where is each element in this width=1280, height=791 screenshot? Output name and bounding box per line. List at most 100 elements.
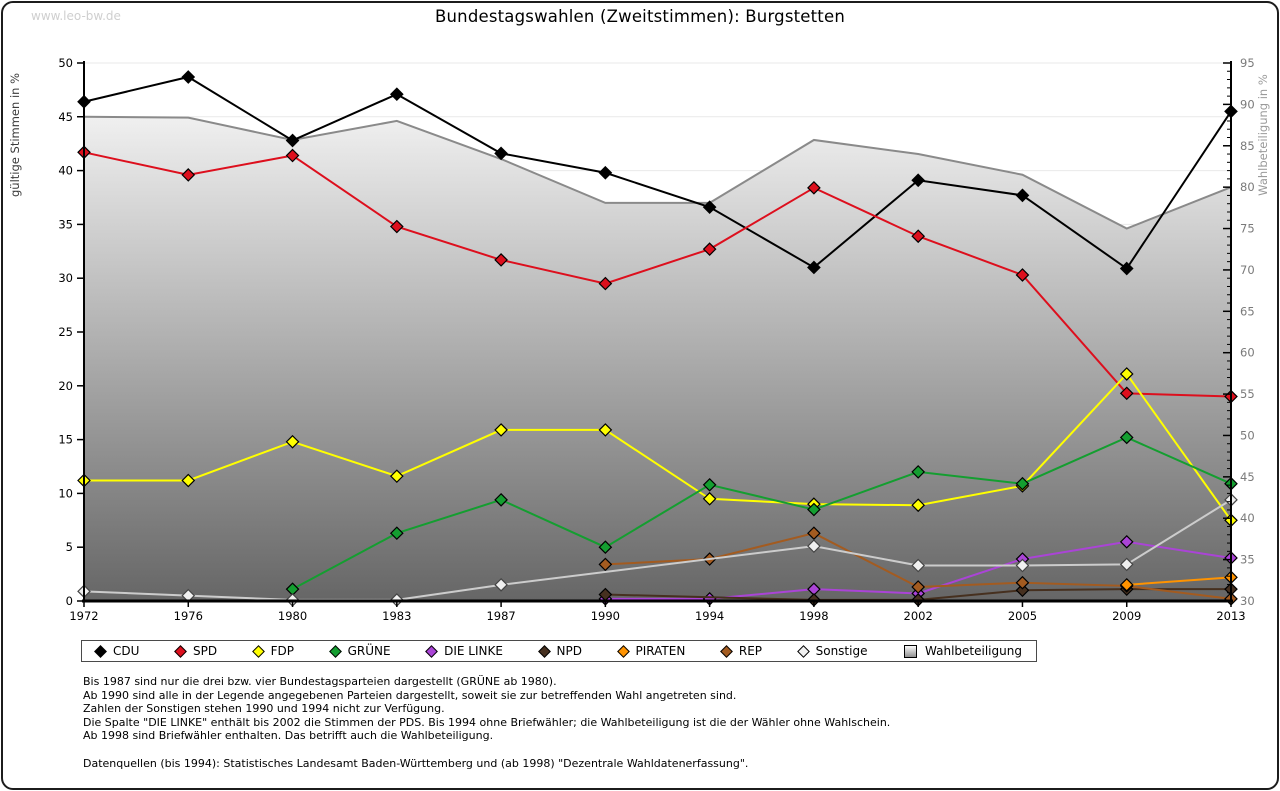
data-point xyxy=(1119,430,1134,445)
data-point xyxy=(389,526,404,541)
data-point xyxy=(389,469,404,484)
data-point xyxy=(494,578,508,592)
footnote-line: Ab 1998 sind Briefwähler enthalten. Das … xyxy=(83,729,494,742)
data-point xyxy=(285,148,300,163)
data-point xyxy=(494,493,508,507)
tick-label-left: 40 xyxy=(58,164,73,178)
tick-label-right: 65 xyxy=(1240,304,1255,318)
data-point xyxy=(702,200,717,215)
x-axis-year-label: 1990 xyxy=(591,609,620,623)
data-point xyxy=(911,498,926,513)
tick-label-right: 85 xyxy=(1240,139,1255,153)
page-title: Bundestagswahlen (Zweitstimmen): Burgste… xyxy=(434,7,845,26)
data-point xyxy=(1119,261,1134,276)
legend-label: GRÜNE xyxy=(347,644,391,658)
data-point xyxy=(1015,188,1030,203)
series-line-wahlbeteiligung xyxy=(83,115,1232,230)
legend-label: PIRATEN xyxy=(635,644,686,658)
tick-label-left: 5 xyxy=(66,540,73,554)
data-point xyxy=(181,70,196,84)
data-point xyxy=(807,526,821,541)
data-point xyxy=(598,557,613,572)
tick-label-right: 30 xyxy=(1240,594,1255,608)
left-axis-title: gültige Stimmen in % xyxy=(8,73,22,197)
tick-label-left: 15 xyxy=(58,433,73,447)
series-line-npd xyxy=(605,588,1231,601)
legend-item-npd: NPD xyxy=(537,644,582,658)
legend-gradient-swatch xyxy=(904,644,918,658)
data-point xyxy=(285,434,300,449)
data-point xyxy=(598,423,613,437)
legend-diamond-icon xyxy=(94,644,107,658)
data-point xyxy=(494,423,508,437)
tick-label-right: 95 xyxy=(1240,56,1255,70)
data-point xyxy=(702,477,717,492)
tick-label-right: 90 xyxy=(1240,97,1255,111)
legend-diamond-icon xyxy=(720,644,733,658)
tick-label-right: 50 xyxy=(1240,428,1255,442)
legend-label: REP xyxy=(738,644,763,658)
x-axis-year-label: 1994 xyxy=(695,609,724,623)
legend-item-sonstige: Sonstige xyxy=(796,644,868,658)
legend-item-grüne: GRÜNE xyxy=(328,644,391,658)
data-point xyxy=(1119,534,1134,549)
footnote-line: Die Spalte "DIE LINKE" enthält bis 2002 … xyxy=(83,715,891,729)
x-axis-year-label: 1972 xyxy=(69,609,98,623)
data-point xyxy=(807,502,821,517)
x-axis-year-label: 2009 xyxy=(1112,609,1141,623)
tick-label-right: 35 xyxy=(1240,553,1255,567)
footnote-line: Bis 1987 sind nur die drei bzw. vier Bun… xyxy=(83,675,557,688)
x-axis-year-label: 2002 xyxy=(904,609,933,623)
chart-area: 0 5 10 15 20 25 30 35 40 45 50 30 35 40 45 50 55 60 65 70 75… xyxy=(3,3,1277,635)
tick-label-right: 75 xyxy=(1240,222,1255,236)
legend-diamond-icon xyxy=(251,644,265,658)
data-point xyxy=(1015,558,1030,573)
tick-label-left: 50 xyxy=(58,56,73,70)
data-point xyxy=(1119,578,1134,592)
tick-label-right: 70 xyxy=(1240,263,1255,277)
footnote-line: Zahlen der Sonstigen stehen 1990 und 199… xyxy=(83,702,445,715)
legend-item-rep: REP xyxy=(720,644,763,658)
footnotes: Bis 1987 sind nur die drei bzw. vier Bun… xyxy=(83,675,890,770)
x-axis-year-label: 2013 xyxy=(1216,609,1245,623)
legend-label: NPD xyxy=(556,644,582,658)
tick-label-left: 25 xyxy=(58,325,73,339)
x-axis-year-label: 1983 xyxy=(382,609,411,623)
data-point xyxy=(598,276,613,291)
data-point xyxy=(702,491,717,506)
data-point xyxy=(807,260,821,275)
data-point xyxy=(181,473,196,488)
data-point xyxy=(911,580,926,594)
legend-item-piraten: PIRATEN xyxy=(616,644,686,658)
series-line-sonstige xyxy=(83,499,1232,601)
legend-label: FDP xyxy=(270,644,295,658)
legend-label: CDU xyxy=(113,644,140,658)
legend-item-cdu: CDU xyxy=(94,644,140,658)
data-point xyxy=(1119,386,1134,401)
legend-label: Sonstige xyxy=(815,644,868,658)
legend-diamond-icon xyxy=(796,644,810,658)
data-source-line: Datenquellen (bis 1994): Statistisches L… xyxy=(83,756,749,770)
x-axis-year-label: 1987 xyxy=(486,609,515,623)
data-point xyxy=(389,87,404,102)
tick-label-right: 40 xyxy=(1240,511,1255,525)
tick-label-left: 10 xyxy=(58,486,73,500)
x-axis-year-label: 1980 xyxy=(278,609,307,623)
legend-label: DIE LINKE xyxy=(444,644,503,658)
legend-item-wahlbeteiligung: Wahlbeteiligung xyxy=(904,644,1022,658)
series-line-grüne xyxy=(292,436,1232,591)
data-point xyxy=(598,165,613,180)
data-point xyxy=(911,558,926,573)
legend-diamond-icon xyxy=(616,644,630,658)
tick-label-right: 80 xyxy=(1240,180,1255,194)
legend-diamond-icon xyxy=(425,644,438,658)
tick-label-right: 60 xyxy=(1240,346,1255,360)
data-point xyxy=(598,540,613,555)
data-point xyxy=(494,146,508,161)
data-point xyxy=(1119,367,1134,381)
series-line-spd xyxy=(83,151,1232,398)
data-point xyxy=(285,133,300,148)
series-line-piraten xyxy=(1126,576,1232,586)
data-point xyxy=(911,465,926,479)
series-line-cdu xyxy=(83,75,1232,270)
